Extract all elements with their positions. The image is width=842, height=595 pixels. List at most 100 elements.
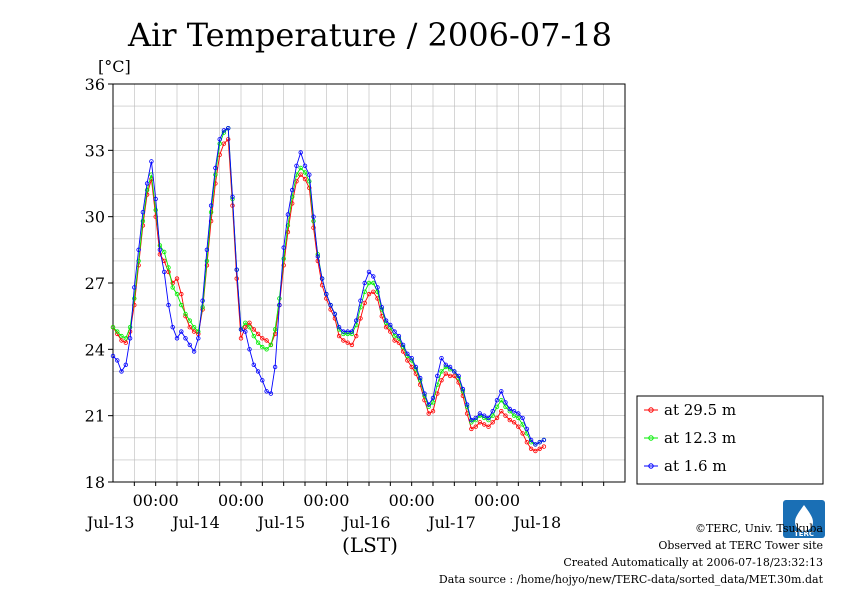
data-point	[315, 254, 320, 259]
data-point	[392, 329, 397, 334]
data-point	[272, 364, 278, 370]
data-point	[486, 424, 491, 429]
data-point	[494, 398, 500, 403]
data-point	[149, 159, 154, 164]
data-point	[477, 411, 483, 416]
data-point	[166, 302, 171, 308]
data-point	[170, 280, 175, 286]
data-point	[294, 179, 299, 184]
data-point	[196, 329, 201, 334]
logo-drop-icon	[795, 505, 813, 531]
data-point	[174, 336, 180, 341]
data-point	[277, 302, 282, 308]
data-point	[208, 203, 214, 208]
data-point	[119, 333, 124, 339]
data-point	[247, 320, 252, 325]
data-point	[234, 267, 239, 272]
data-point	[251, 362, 256, 367]
data-point	[272, 327, 278, 332]
data-point	[255, 340, 261, 345]
data-point	[268, 391, 274, 396]
data-point	[179, 302, 184, 308]
data-point	[243, 325, 248, 330]
data-point	[426, 411, 431, 416]
data-point	[405, 358, 410, 363]
legend-entry-label: at 29.5 m	[664, 401, 736, 419]
data-point	[123, 362, 128, 367]
data-point	[349, 329, 355, 334]
data-point	[144, 181, 150, 186]
data-point	[533, 448, 538, 454]
data-point	[503, 400, 508, 405]
data-point	[196, 336, 201, 341]
data-point	[426, 402, 431, 407]
data-point	[243, 320, 248, 325]
data-point	[482, 413, 487, 418]
data-point	[494, 404, 500, 409]
data-point	[174, 276, 180, 281]
data-point	[336, 333, 342, 339]
data-point	[136, 258, 141, 264]
data-point	[460, 386, 466, 392]
data-point	[486, 415, 491, 421]
data-point	[243, 329, 248, 334]
data-point	[464, 402, 470, 407]
data-point	[230, 194, 235, 199]
data-point	[524, 440, 530, 445]
data-point	[371, 274, 376, 279]
x-axis-label: (LST)	[342, 533, 398, 557]
x-time-label: 00:00	[303, 491, 349, 510]
data-point	[285, 212, 291, 217]
series-line	[112, 127, 545, 445]
data-point	[170, 285, 175, 290]
data-point	[264, 389, 269, 394]
y-tick-label: 36	[85, 75, 105, 94]
data-point	[528, 446, 534, 451]
y-tick-label: 27	[85, 274, 105, 293]
x-time-label: 00:00	[474, 491, 520, 510]
x-date-label: Jul-14	[170, 513, 220, 532]
data-point	[119, 369, 124, 374]
data-point	[183, 336, 188, 341]
data-point	[490, 409, 495, 414]
data-point	[358, 316, 363, 321]
data-point	[366, 269, 372, 275]
data-point	[354, 333, 359, 339]
data-point	[127, 336, 133, 341]
data-point	[221, 128, 227, 133]
data-point	[537, 446, 542, 451]
data-point	[307, 179, 312, 184]
data-point	[311, 225, 316, 230]
data-point	[422, 391, 427, 396]
data-point	[430, 395, 436, 401]
legend-entry-label: at 1.6 m	[664, 457, 727, 475]
data-point	[298, 172, 303, 177]
data-point	[115, 358, 120, 363]
data-point	[302, 170, 308, 175]
data-point	[392, 338, 397, 343]
data-point	[392, 333, 397, 339]
data-point	[260, 378, 265, 383]
data-point	[157, 247, 163, 252]
x-time-label: 00:00	[218, 491, 264, 510]
data-point	[409, 364, 414, 370]
data-point	[371, 280, 376, 286]
data-point	[332, 311, 338, 317]
data-point	[251, 327, 256, 332]
data-point	[234, 276, 239, 281]
data-point	[294, 163, 299, 168]
data-point	[264, 347, 269, 352]
data-point	[452, 373, 457, 379]
footer-copyright: ©TERC, Univ. Tsukuba	[695, 522, 823, 535]
data-point	[187, 342, 192, 348]
x-time-label: 00:00	[389, 491, 435, 510]
data-point	[447, 373, 453, 379]
data-point	[307, 172, 312, 177]
data-point	[179, 291, 184, 297]
data-point	[123, 336, 128, 341]
data-point	[187, 318, 192, 323]
data-point	[490, 420, 495, 425]
data-point	[290, 187, 295, 193]
data-point	[388, 322, 393, 328]
data-point	[183, 311, 188, 317]
